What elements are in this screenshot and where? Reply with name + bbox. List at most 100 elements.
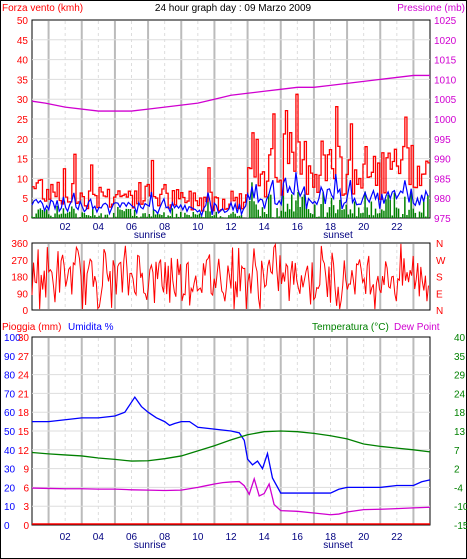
pressure-tick-label: 975: [434, 214, 451, 225]
humidity-tick-label: 50: [4, 427, 16, 438]
dewpoint-axis-label: Dew Point: [394, 322, 440, 333]
rain-tick-label: 21: [18, 389, 30, 400]
temperature-tick-label: 29: [454, 371, 466, 382]
rain-tick-label: 15: [18, 427, 30, 438]
pressure-tick-label: 1025: [434, 16, 457, 27]
humidity-x-tick-label: 20: [358, 532, 370, 543]
temperature-tick-label: -15: [454, 521, 467, 532]
humidity-x-tick-label: 02: [60, 532, 72, 543]
rain-tick-label: 18: [18, 408, 30, 419]
humidity-x-tick-label: 12: [225, 532, 237, 543]
humidity-tick-label: 70: [4, 389, 16, 400]
temperature-tick-label: 18: [454, 408, 466, 419]
pressure-tick-label: 1020: [434, 36, 457, 47]
humidity-x-tick-label: 06: [126, 532, 138, 543]
temperature-tick-label: 2: [454, 465, 460, 476]
pressure-tick-label: 1015: [434, 56, 457, 67]
sunrise-label-bottom: sunrise: [134, 540, 167, 551]
humidity-tick-label: 0: [4, 521, 10, 532]
rain-tick-label: 9: [23, 465, 29, 476]
wind-tick-label: 10: [17, 174, 29, 185]
temperature-tick-label: -4: [454, 483, 463, 494]
wind-tick-label: 30: [17, 95, 29, 106]
chart-marks: 0510152025303540455097598098599099510001…: [4, 16, 467, 543]
direction-compass-label: N: [436, 239, 443, 250]
temperature-tick-label: 13: [454, 427, 466, 438]
wind-tick-label: 5: [22, 194, 28, 205]
wind-x-tick-label: 22: [391, 222, 403, 233]
humidity-axis-label: Umidita %: [68, 322, 114, 333]
pressure-tick-label: 1010: [434, 75, 457, 86]
rain-tick-label: 12: [18, 446, 30, 457]
direction-tick-label: 90: [17, 289, 29, 300]
pressure-tick-label: 995: [434, 135, 451, 146]
temperature-axis-label: Temperatura (°C): [312, 322, 389, 333]
humidity-x-tick-label: 22: [391, 532, 403, 543]
wind-x-tick-label: 04: [93, 222, 105, 233]
direction-tick-label: 180: [11, 273, 28, 284]
pressure-tick-label: 990: [434, 155, 451, 166]
humidity-tick-label: 20: [4, 483, 16, 494]
wind-tick-label: 35: [17, 75, 29, 86]
wind-tick-label: 20: [17, 135, 29, 146]
sunrise-label-top: sunrise: [134, 230, 167, 241]
wind-tick-label: 25: [17, 115, 29, 126]
temperature-tick-label: 7: [454, 446, 460, 457]
rain-tick-label: 0: [23, 521, 29, 532]
wind-x-tick-label: 14: [259, 222, 271, 233]
pressure-tick-label: 985: [434, 174, 451, 185]
wind-x-tick-label: 16: [292, 222, 304, 233]
humidity-x-tick-label: 18: [325, 532, 337, 543]
humidity-x-tick-label: 10: [192, 532, 204, 543]
humidity-tick-label: 90: [4, 352, 16, 363]
humidity-line: [32, 396, 431, 494]
temperature-tick-label: 35: [454, 352, 466, 363]
wind-direction-line: [31, 242, 429, 310]
wind-tick-label: 40: [17, 56, 29, 67]
wind-x-tick-label: 08: [159, 222, 171, 233]
sunset-label-bottom: sunset: [323, 540, 353, 551]
humidity-tick-label: 40: [4, 446, 16, 457]
humidity-x-tick-label: 04: [93, 532, 105, 543]
direction-tick-label: 360: [11, 239, 28, 250]
wind-tick-label: 50: [17, 16, 29, 27]
direction-compass-label: S: [436, 273, 443, 284]
wind-x-tick-label: 06: [126, 222, 138, 233]
wind-axis-label: Forza vento (kmh): [2, 3, 83, 14]
rain-tick-label: 6: [23, 483, 29, 494]
rain-tick-label: 3: [23, 502, 29, 513]
wind-gust-line: [32, 93, 430, 212]
direction-tick-label: 270: [11, 256, 28, 267]
humidity-tick-label: 10: [4, 502, 16, 513]
sunset-label-top: sunset: [323, 230, 353, 241]
rain-tick-label: 30: [18, 333, 30, 344]
wind-x-tick-label: 18: [325, 222, 337, 233]
dewpoint-line: [31, 476, 431, 516]
wind-x-tick-label: 20: [358, 222, 370, 233]
humidity-x-tick-label: 08: [159, 532, 171, 543]
humidity-tick-label: 80: [4, 371, 16, 382]
wind-x-tick-label: 10: [192, 222, 204, 233]
wind-tick-label: 15: [17, 155, 29, 166]
humidity-tick-label: 30: [4, 465, 16, 476]
wind-tick-label: 45: [17, 36, 29, 47]
humidity-x-tick-label: 14: [259, 532, 271, 543]
wind-x-tick-label: 02: [60, 222, 72, 233]
humidity-x-tick-label: 16: [292, 532, 304, 543]
pressure-tick-label: 980: [434, 194, 451, 205]
wind-tick-label: 0: [22, 214, 28, 225]
rain-tick-label: 24: [18, 371, 30, 382]
temperature-tick-label: 24: [454, 389, 466, 400]
wind-x-tick-label: 12: [225, 222, 237, 233]
direction-compass-label: W: [436, 256, 446, 267]
pressure-line: [31, 74, 430, 112]
temperature-tick-label: -10: [454, 502, 467, 513]
humidity-tick-label: 60: [4, 408, 16, 419]
pressure-tick-label: 1000: [434, 115, 457, 126]
humidity-tick-label: 100: [4, 333, 21, 344]
rain-axis-label: Pioggia (mm): [2, 322, 61, 333]
wind-speed-line: [31, 172, 429, 218]
rain-tick-label: 27: [18, 352, 30, 363]
chart-title: 24 hour graph day : 09 Marzo 2009: [155, 3, 312, 14]
